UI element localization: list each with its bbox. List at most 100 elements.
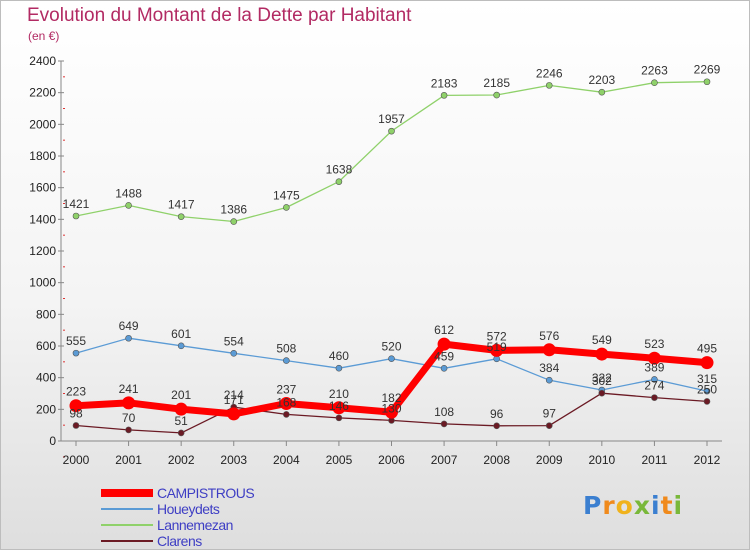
data-point: [490, 343, 504, 357]
data-label: 459: [434, 349, 454, 363]
data-point: [651, 376, 658, 383]
data-point: [230, 349, 238, 357]
data-label: 108: [434, 405, 454, 419]
data-label: 549: [592, 333, 612, 347]
logo-letter: o: [615, 491, 634, 520]
y-tick-label: 1600: [29, 181, 56, 195]
data-point: [388, 355, 395, 362]
data-point: [595, 347, 609, 361]
data-label: 520: [381, 340, 401, 354]
legend-label: Lannemezan: [157, 517, 233, 533]
data-point: [227, 407, 241, 421]
y-tick-label: 1200: [29, 244, 56, 258]
data-point: [125, 334, 132, 342]
data-label: 460: [329, 349, 349, 363]
legend-label: CAMPISTROUS: [157, 485, 255, 501]
x-tick-label: 2006: [378, 453, 405, 467]
data-label: 555: [66, 334, 86, 348]
data-point: [651, 394, 658, 401]
legend-label: Clarens: [157, 533, 202, 549]
y-tick-label: 200: [36, 402, 56, 416]
data-point: [335, 414, 343, 422]
data-point: [177, 213, 185, 220]
y-tick-label: 2000: [29, 117, 56, 131]
legend-swatch: [101, 524, 153, 526]
data-label: 612: [434, 323, 454, 337]
data-point: [72, 422, 80, 429]
data-label: 250: [697, 382, 717, 396]
data-label: 237: [276, 382, 296, 396]
data-point: [542, 343, 556, 357]
data-label: 389: [644, 360, 664, 374]
data-point: [493, 91, 500, 99]
data-label: 554: [224, 334, 244, 348]
logo-letter: P: [583, 491, 603, 520]
data-point: [388, 127, 395, 135]
data-point: [125, 202, 132, 209]
data-point: [598, 389, 606, 397]
data-label: 2246: [536, 66, 563, 80]
data-label: 1957: [378, 112, 405, 126]
data-point: [703, 387, 711, 395]
data-point: [230, 218, 238, 225]
x-tick-label: 2010: [588, 453, 615, 467]
chart-title: Evolution du Montant de la Dette par Hab…: [27, 5, 412, 26]
data-point: [279, 396, 293, 410]
data-point: [283, 357, 290, 364]
data-label: 384: [539, 361, 559, 375]
data-point: [335, 178, 343, 185]
data-point: [440, 420, 448, 428]
data-label: 572: [487, 329, 507, 343]
data-point: [335, 364, 343, 372]
data-label: 649: [119, 319, 139, 333]
data-label: 1638: [326, 163, 353, 177]
data-label: 601: [171, 327, 191, 341]
data-point: [545, 82, 553, 89]
data-label: 182: [381, 391, 401, 405]
data-label: 51: [174, 414, 188, 428]
data-label: 241: [119, 382, 139, 396]
data-point: [440, 92, 448, 99]
data-point: [174, 402, 188, 416]
data-point: [69, 399, 83, 413]
data-label: 1417: [168, 198, 195, 212]
data-point: [703, 398, 711, 405]
y-tick-label: 0: [49, 434, 56, 448]
data-point: [332, 401, 346, 415]
data-label: 2203: [588, 73, 615, 87]
data-point: [647, 351, 661, 365]
x-tick-label: 2012: [694, 453, 721, 467]
data-labels: 555 649 601 554 508 460 520 459 519 384 322 389 315 1…: [63, 63, 721, 428]
x-tick-label: 2007: [431, 453, 458, 467]
data-label: 168: [276, 395, 296, 409]
y-tick-label: 1000: [29, 276, 56, 290]
data-label: 146: [329, 399, 349, 413]
data-label: 1488: [115, 186, 142, 200]
data-label: 2263: [641, 64, 668, 78]
legend-swatch: [101, 508, 153, 510]
data-label: 523: [644, 337, 664, 351]
data-point: [122, 396, 136, 410]
data-point: [283, 204, 290, 211]
x-tick-label: 2000: [63, 453, 90, 467]
data-point: [703, 78, 711, 86]
data-point: [700, 356, 714, 370]
data-point: [125, 426, 132, 434]
data-label: 2185: [483, 76, 510, 90]
legend-swatch: [101, 489, 153, 497]
data-label: 322: [592, 371, 612, 385]
legend-label: Houeydets: [157, 501, 220, 517]
data-point: [385, 405, 398, 419]
data-point: [598, 88, 606, 96]
legend-swatch: [101, 540, 153, 542]
y-tick-label: 1800: [29, 149, 56, 163]
data-point: [651, 79, 658, 86]
data-point: [72, 349, 80, 357]
logo-letter: i: [651, 491, 661, 520]
data-point: [177, 342, 185, 350]
x-tick-label: 2001: [115, 453, 142, 467]
data-label: 495: [697, 342, 717, 356]
logo-letter: t: [660, 491, 674, 520]
data-label: 210: [329, 387, 349, 401]
